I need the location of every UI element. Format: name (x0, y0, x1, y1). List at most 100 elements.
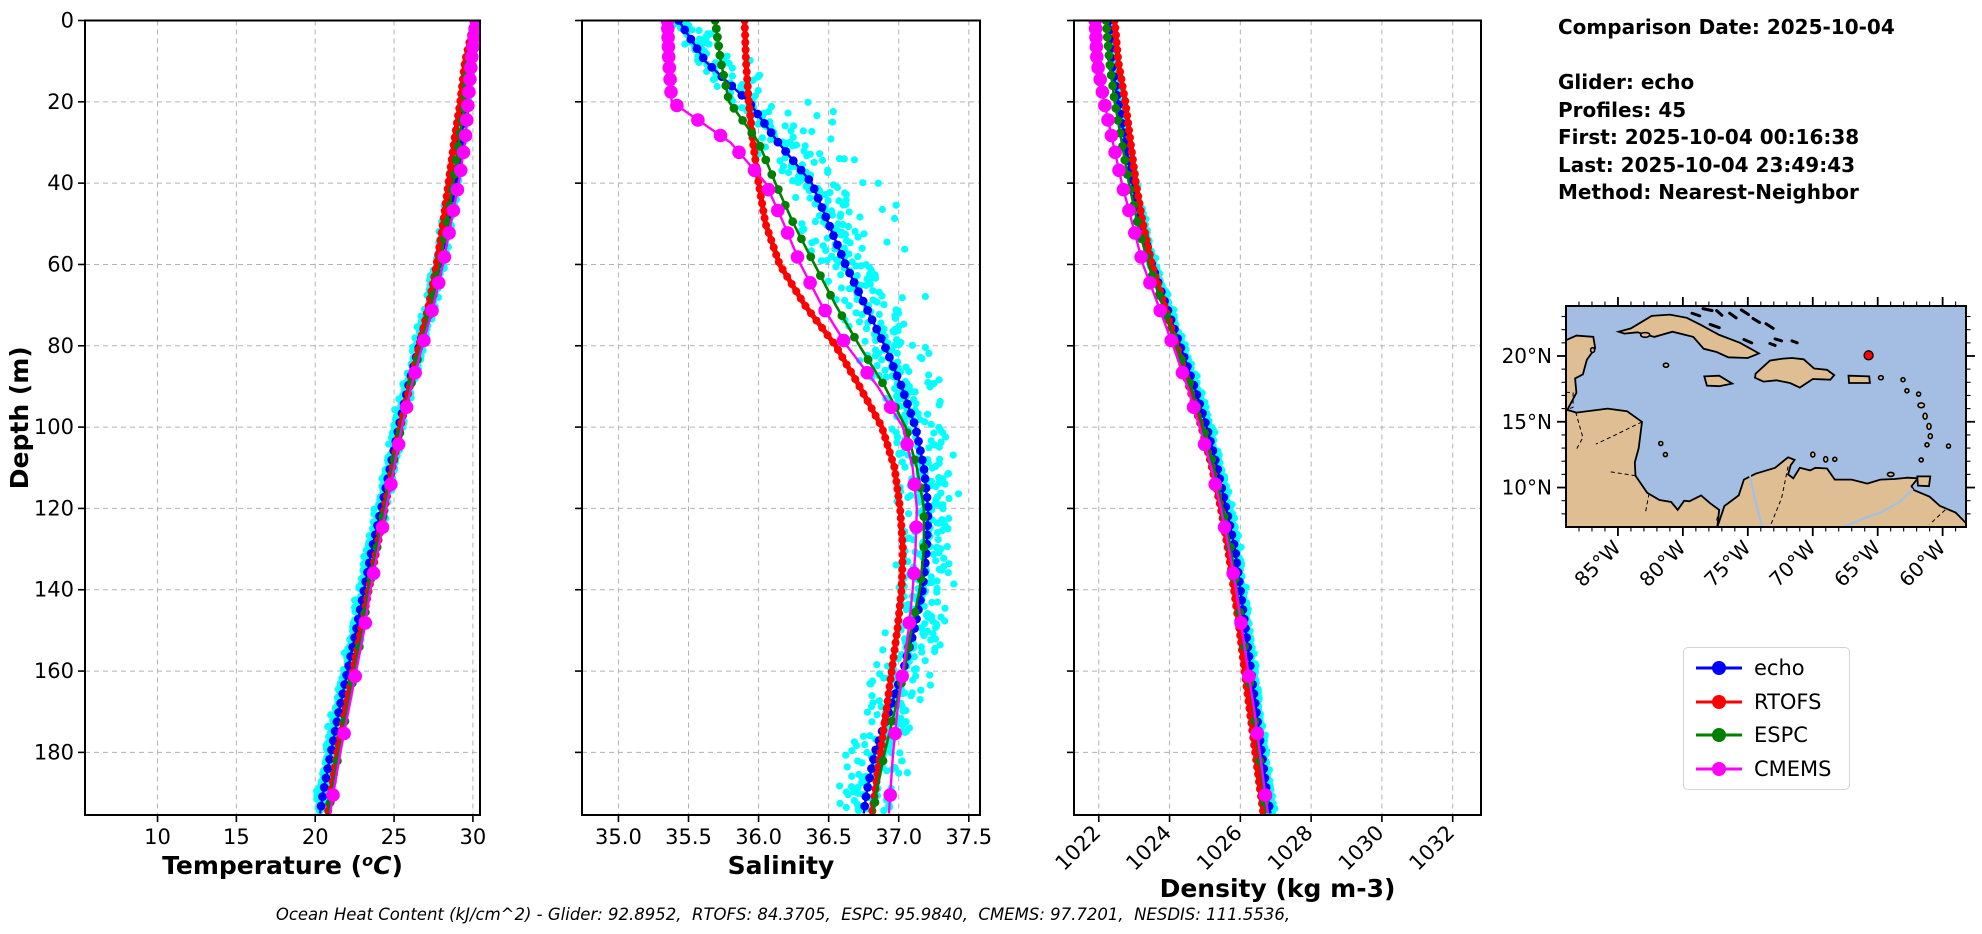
map-lon-label: 60°W (1894, 535, 1950, 591)
map-landmass (1716, 456, 1966, 527)
info-line: Comparison Date: 2025-10-04 (1558, 15, 1895, 39)
legend-line-marker-icon (1696, 728, 1742, 743)
depth-tick-label: 60 (47, 252, 74, 276)
map-island (1822, 455, 1829, 463)
map-cays (1742, 338, 1754, 345)
info-line: Profiles: 45 (1558, 97, 1687, 122)
info-line: Glider: echo (1558, 70, 1695, 94)
map-cays (1715, 309, 1724, 317)
depth-tick-label: 120 (34, 496, 74, 520)
map-island (1810, 451, 1816, 458)
map-river (1843, 488, 1914, 527)
map-border (1929, 509, 1946, 525)
legend-line-marker-icon (1696, 694, 1742, 709)
x-tick-label: 1022 (1051, 821, 1106, 876)
map-cays (1773, 337, 1784, 343)
series-RTOFS (740, 20, 907, 815)
map-island (1589, 346, 1596, 354)
map-lat-label: 20°N (1502, 344, 1552, 368)
map-cays (1790, 339, 1799, 345)
map-cays (1701, 307, 1714, 313)
depth-tick-label: 80 (47, 334, 74, 358)
map-cays (1739, 308, 1750, 317)
x-tick-label: 30 (460, 825, 487, 849)
map-lon-label: 85°W (1569, 535, 1625, 591)
map-island (1662, 451, 1669, 458)
map-landmass (1916, 475, 1932, 488)
x-tick-label: 20 (302, 825, 329, 849)
x-tick-label: 1030 (1334, 821, 1389, 876)
ocean-heat-content-caption: Ocean Heat Content (kJ/cm^2) - Glider: 9… (275, 905, 1291, 924)
map-border (1610, 471, 1636, 477)
density-axis-label: Density (kg m-3) (1160, 874, 1396, 903)
map-lat-label: 10°N (1502, 476, 1552, 500)
depth-tick-labels: 0 20 40 60 80 100 120 140 160 180 (34, 9, 85, 764)
legend-entry-echo: echo (1694, 652, 1839, 684)
depth-tick-label: 160 (34, 659, 74, 683)
map-island (1658, 440, 1664, 447)
map-island (1904, 387, 1910, 394)
legend-entry-rtofs: RTOFS (1694, 686, 1839, 718)
map-landmass (1566, 334, 1721, 527)
series-CMEMS (326, 20, 480, 814)
info-line (1558, 42, 1895, 70)
info-line: First: 2025-10-04 00:16:38 (1558, 125, 1860, 149)
legend-entry-espc: ESPC (1694, 719, 1839, 751)
series-CMEMS (660, 20, 924, 814)
x-tick-label: 15 (223, 825, 250, 849)
x-tick-labels: 10 15 20 25 30 (144, 815, 486, 849)
x-tick-label: 35.5 (665, 825, 712, 849)
x-tick-label: 37.0 (875, 825, 922, 849)
salinity-plot: 35.0 35.5 36.0 36.5 37.0 37.5 Salinity (575, 19, 992, 880)
map-island (1945, 443, 1952, 449)
legend-line-marker-icon (1696, 761, 1742, 776)
map-cays (1728, 311, 1738, 320)
map-lon-label: 75°W (1699, 535, 1755, 591)
temperature-plot: 10 15 20 25 30 0 20 40 60 80 100 120 140 160 180 Temper… (5, 9, 486, 881)
x-tick-label: 36.0 (735, 825, 782, 849)
x-tick-label: 25 (381, 825, 408, 849)
map-landmass (1754, 357, 1836, 389)
map-island (1926, 422, 1932, 431)
map-river (1748, 474, 1764, 527)
x-tick-label: 37.5 (945, 825, 992, 849)
legend-label: CMEMS (1754, 756, 1832, 781)
x-tick-labels: 35.0 35.5 36.0 36.5 37.0 37.5 (595, 815, 992, 849)
grid-lines (85, 20, 480, 815)
map-island (1917, 402, 1926, 409)
series-ESPC (710, 20, 929, 814)
map-cays (1708, 322, 1721, 330)
map-border (1716, 509, 1720, 521)
map-cays (1690, 311, 1702, 318)
x-tick-label: 36.5 (805, 825, 852, 849)
legend-line-marker-icon (1696, 661, 1742, 676)
x-tick-label: 1026 (1192, 821, 1247, 876)
map-landmass (1615, 313, 1761, 359)
series-RTOFS (1110, 20, 1267, 815)
x-tick-label: 1028 (1263, 821, 1318, 876)
legend-label: ESPC (1754, 723, 1808, 748)
x-tick-label: 35.0 (595, 825, 642, 849)
temperature-axis-label: Temperature (oC) (162, 851, 403, 880)
legend-label: echo (1754, 656, 1805, 681)
depth-tick-label: 180 (34, 740, 74, 764)
map-cays (1751, 316, 1762, 324)
salinity-axis-label: Salinity (728, 851, 835, 880)
series-RTOFS (324, 20, 479, 815)
series-legend: echo RTOFS ESPC CMEMS (1683, 647, 1850, 790)
map-island (1662, 362, 1670, 369)
map-lon-label: 80°W (1634, 535, 1690, 591)
depth-tick-labels (1067, 19, 1074, 754)
series-CMEMS (1088, 20, 1273, 814)
map-cays (1764, 322, 1775, 330)
map-landmass (1847, 374, 1871, 384)
density-plot: 1022 1024 1026 1028 1030 1032 Density (kg m-3) (1051, 19, 1482, 903)
map-landmass (1703, 374, 1735, 388)
map-lon-label: 70°W (1764, 535, 1820, 591)
map-lon-label: 65°W (1829, 535, 1885, 591)
depth-tick-label: 0 (61, 9, 74, 33)
map-island (1927, 433, 1934, 440)
depth-axis-label: Depth (m) (5, 346, 34, 489)
map-island (1900, 376, 1906, 383)
